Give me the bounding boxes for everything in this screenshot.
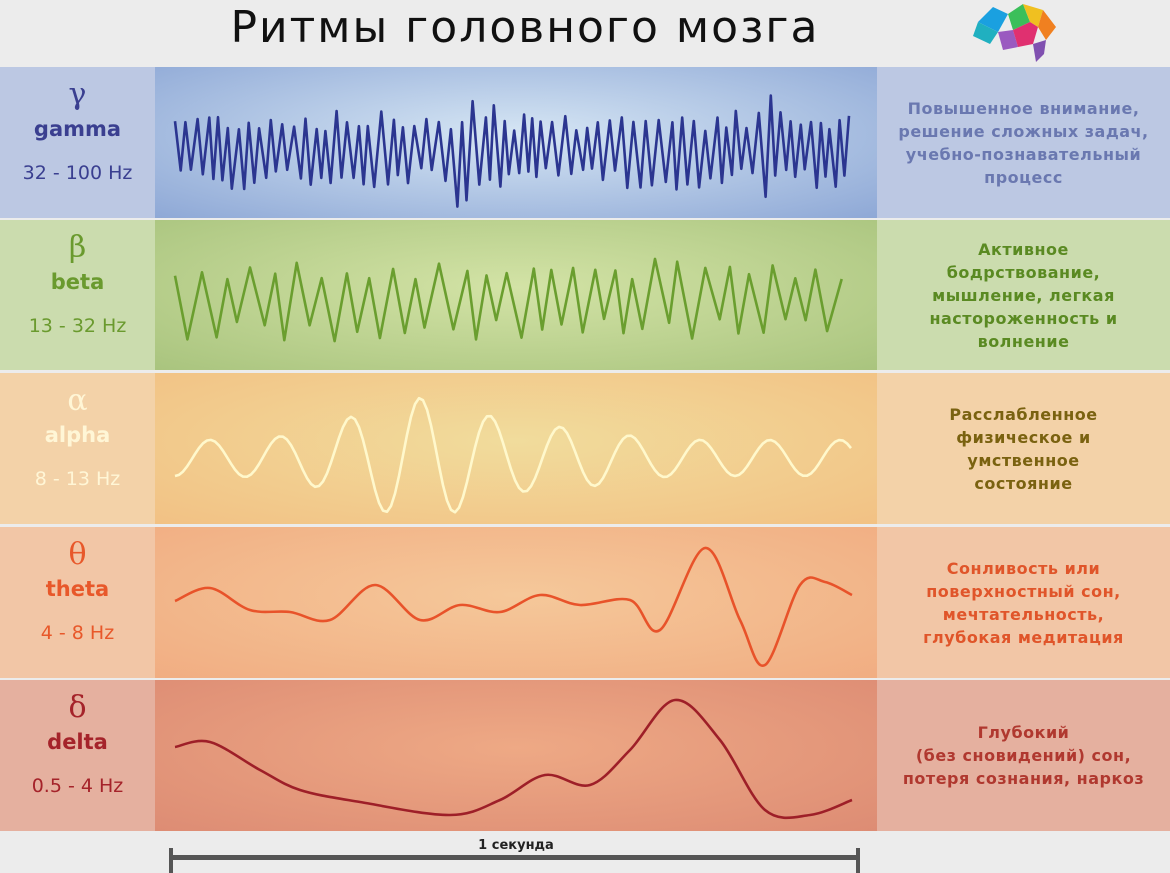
waveform-panel: [155, 373, 877, 524]
scale-tick-end: [856, 848, 860, 873]
scale-tick-start: [169, 848, 173, 873]
frequency-range: 13 - 32 Hz: [28, 315, 127, 337]
frequency-range: 8 - 13 Hz: [34, 468, 121, 490]
scale-label: 1 секунда: [478, 838, 554, 853]
greek-symbol: β: [68, 230, 87, 265]
rhythm-label: β beta 13 - 32 Hz: [0, 220, 155, 370]
greek-symbol: γ: [68, 77, 87, 112]
rhythm-name: beta: [50, 270, 105, 294]
frequency-range: 4 - 8 Hz: [40, 622, 115, 644]
rhythm-label: α alpha 8 - 13 Hz: [0, 373, 155, 524]
rhythm-row-alpha: α alpha 8 - 13 Hz Расслабленное физическ…: [0, 373, 1170, 524]
greek-symbol: δ: [68, 690, 87, 725]
rhythm-label: γ gamma 32 - 100 Hz: [0, 67, 155, 218]
waveform-delta: [174, 698, 853, 820]
scale-bar: [170, 855, 860, 860]
greek-symbol: α: [67, 383, 88, 418]
rhythm-name: theta: [45, 577, 110, 601]
rhythm-row-theta: θ theta 4 - 8 Hz Сонливость или поверхно…: [0, 527, 1170, 678]
rhythm-description: Глубокий (без сновидений) сон, потеря со…: [877, 680, 1170, 831]
frequency-range: 32 - 100 Hz: [22, 162, 133, 184]
rhythm-description: Повышенное внимание, решение сложных зад…: [877, 67, 1170, 218]
frequency-range: 0.5 - 4 Hz: [31, 775, 124, 797]
rhythm-description: Сонливость или поверхностный сон, мечтат…: [877, 527, 1170, 678]
rhythm-name: alpha: [44, 423, 111, 447]
greek-symbol: θ: [68, 537, 87, 572]
rhythm-description: Расслабленное физическое и умственное со…: [877, 373, 1170, 524]
waveform-panel: [155, 680, 877, 831]
waveform-gamma: [173, 94, 851, 208]
rhythm-row-gamma: γ gamma 32 - 100 Hz Повышенное внимание,…: [0, 67, 1170, 218]
waveform-panel: [155, 527, 877, 678]
rhythm-label: δ delta 0.5 - 4 Hz: [0, 680, 155, 831]
rhythm-description: Активное бодрствование, мышление, легкая…: [877, 220, 1170, 370]
waveform-beta: [173, 257, 843, 343]
waveform-theta: [174, 546, 853, 667]
rhythm-row-beta: β beta 13 - 32 Hz Активное бодрствование…: [0, 220, 1170, 370]
rhythm-row-delta: δ delta 0.5 - 4 Hz Глубокий (без сновиде…: [0, 680, 1170, 831]
waveform-panel: [155, 220, 877, 370]
brain-logo-icon: [973, 4, 1056, 62]
waveform-panel: [155, 67, 877, 218]
rhythm-name: delta: [47, 730, 108, 754]
waveform-alpha: [174, 396, 852, 514]
rhythm-label: θ theta 4 - 8 Hz: [0, 527, 155, 678]
rhythm-name: gamma: [33, 117, 122, 141]
page-title: Ритмы головного мозга: [230, 2, 820, 53]
